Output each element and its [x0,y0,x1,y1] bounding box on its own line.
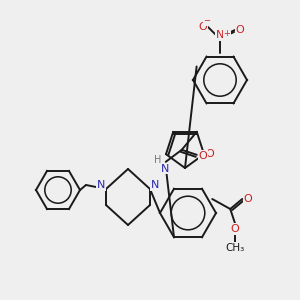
Text: O: O [231,224,240,234]
Text: O: O [236,25,244,35]
Text: −: − [203,16,211,26]
Text: CH₃: CH₃ [226,243,245,253]
Text: O: O [198,151,207,161]
Text: O: O [244,194,253,204]
Text: +: + [224,28,230,38]
Text: N: N [216,30,224,40]
Text: O: O [206,149,214,159]
Text: O: O [199,22,207,32]
Text: N: N [97,180,105,190]
Text: H: H [154,155,161,165]
Text: N: N [151,180,159,190]
Text: N: N [160,164,169,174]
